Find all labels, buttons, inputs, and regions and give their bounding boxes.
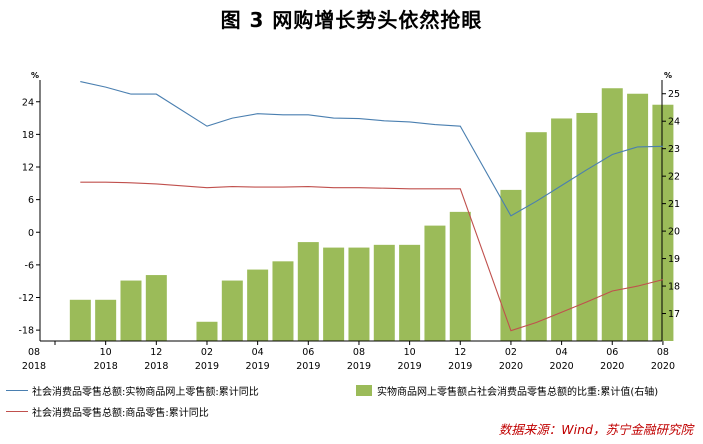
x-tick-month-7: 10: [404, 347, 416, 358]
x-tick-year-11: 2020: [600, 361, 624, 372]
bar-8: [297, 242, 319, 341]
x-tick-year-9: 2020: [499, 361, 523, 372]
x-tick-month-3: 02: [201, 347, 213, 358]
line-series-0: [80, 81, 663, 217]
source-note: 数据来源：Wind，苏宁金融研究院: [498, 422, 693, 437]
x-tick-year-1: 2018: [94, 361, 118, 372]
left-tick-label-4: 6: [28, 195, 34, 206]
legend-label-bar: 实物商品网上零售额占社会消费品零售总额的比重:累计值(右轴): [377, 387, 659, 398]
right-tick-label-5: 22: [668, 172, 680, 183]
x-tick-year-10: 2020: [550, 361, 574, 372]
legend-swatch-online: [6, 390, 28, 391]
right-tick-label-2: 19: [668, 254, 680, 265]
x-tick-year-3: 2019: [195, 361, 219, 372]
x-tick-year-4: 2019: [246, 361, 270, 372]
bar-14: [449, 211, 471, 341]
x-tick-month-12: 08: [657, 347, 669, 358]
x-tick-month-11: 06: [606, 347, 618, 358]
x-tick-month-1: 10: [100, 347, 112, 358]
x-tick-month-9: 02: [505, 347, 517, 358]
bar-4: [196, 321, 218, 341]
line-series: [80, 81, 664, 332]
left-tick-label-2: -6: [25, 260, 34, 271]
right-tick-label-0: 17: [668, 309, 680, 320]
x-tick-month-2: 12: [150, 347, 162, 358]
bar-series: [69, 88, 674, 342]
bar-21: [652, 104, 674, 341]
left-tick-label-7: 24: [22, 97, 34, 108]
bar-6: [247, 269, 269, 341]
x-tick-month-4: 04: [252, 347, 264, 358]
left-tick-label-3: 0: [28, 228, 34, 239]
x-tick-year-2: 2018: [144, 361, 168, 372]
axes: % %: [31, 71, 672, 342]
bar-11: [373, 244, 395, 341]
x-tick-month-0: 08: [28, 347, 40, 358]
x-tick-year-5: 2019: [296, 361, 320, 372]
legend-item-retail: 社会消费品零售总额:商品零售:累计同比: [6, 404, 209, 419]
legend-item-online: 社会消费品零售总额:实物商品网上零售额:累计同比: [6, 383, 259, 398]
legend-item-bar: 实物商品网上零售额占社会消费品零售总额的比重:累计值(右轴): [356, 383, 658, 398]
x-tick-year-0: 2018: [22, 361, 46, 372]
bar-16: [525, 132, 547, 341]
bar-15: [500, 189, 522, 341]
bar-3: [145, 275, 167, 341]
line-series-1: [80, 181, 664, 332]
bar-18: [576, 112, 598, 342]
right-tick-label-3: 20: [668, 227, 680, 238]
right-axis-ticks: 17 18 19 20 21 22 23 24 25: [662, 89, 680, 320]
left-axis-unit: %: [31, 71, 39, 80]
right-axis-unit: %: [664, 71, 672, 80]
legend-swatch-bar: [356, 385, 372, 396]
legend-label-retail: 社会消费品零售总额:商品零售:累计同比: [32, 408, 209, 419]
right-tick-label-7: 24: [668, 117, 680, 128]
left-tick-label-1: -12: [18, 293, 34, 304]
x-tick-year-8: 2019: [448, 361, 472, 372]
left-tick-label-5: 12: [22, 163, 34, 174]
right-tick-label-6: 23: [668, 144, 680, 155]
bar-0: [69, 299, 91, 341]
x-tick-month-5: 06: [302, 347, 314, 358]
x-tick-month-6: 08: [353, 347, 365, 358]
right-tick-label-1: 18: [668, 282, 680, 293]
x-tick-month-10: 04: [556, 347, 568, 358]
bar-2: [120, 280, 142, 341]
chart-title: 图 3 网购增长势头依然抢眼: [220, 8, 483, 32]
left-axis-ticks: -18 -12 -6 0 6 12 18 24: [18, 97, 40, 337]
bar-13: [424, 225, 446, 341]
right-tick-label-4: 21: [668, 199, 680, 210]
x-tick-year-6: 2019: [347, 361, 371, 372]
legend-swatch-retail: [6, 411, 28, 412]
right-tick-label-8: 25: [668, 89, 680, 100]
bar-19: [601, 88, 623, 342]
x-tick-year-12: 2020: [651, 361, 675, 372]
bar-7: [272, 261, 294, 341]
left-tick-label-0: -18: [18, 326, 34, 337]
x-axis-ticks: 08 2018 10 2018 12 2018 02 2019 04 2019 06 2019 08 20…: [22, 341, 675, 372]
bar-1: [95, 299, 117, 341]
left-tick-label-6: 18: [22, 130, 34, 141]
bar-17: [551, 118, 573, 341]
bar-12: [399, 244, 421, 341]
legend-label-online: 社会消费品零售总额:实物商品网上零售额:累计同比: [32, 387, 259, 398]
bar-9: [323, 247, 345, 341]
bar-5: [221, 280, 243, 341]
bar-20: [627, 93, 649, 341]
x-tick-month-8: 12: [454, 347, 466, 358]
bar-10: [348, 247, 370, 341]
x-tick-year-7: 2019: [398, 361, 422, 372]
